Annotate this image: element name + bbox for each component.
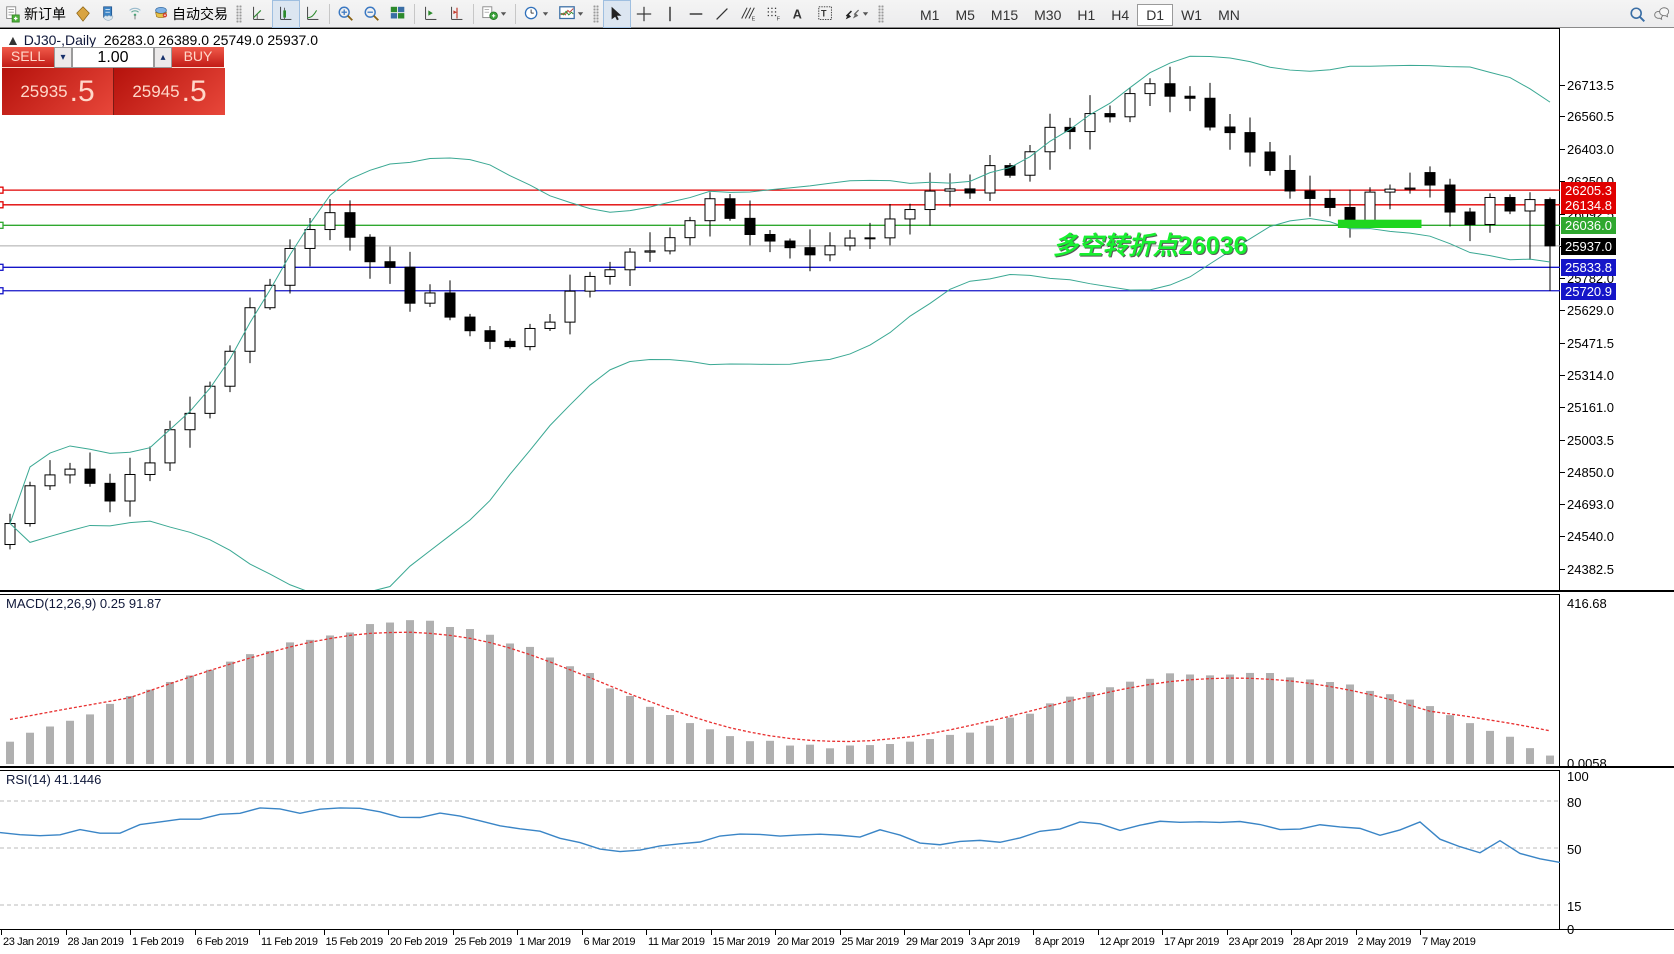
svg-text:T: T	[821, 8, 827, 18]
svg-text:E: E	[752, 16, 756, 22]
svg-text:A: A	[793, 7, 802, 21]
svg-text:F: F	[777, 16, 781, 22]
